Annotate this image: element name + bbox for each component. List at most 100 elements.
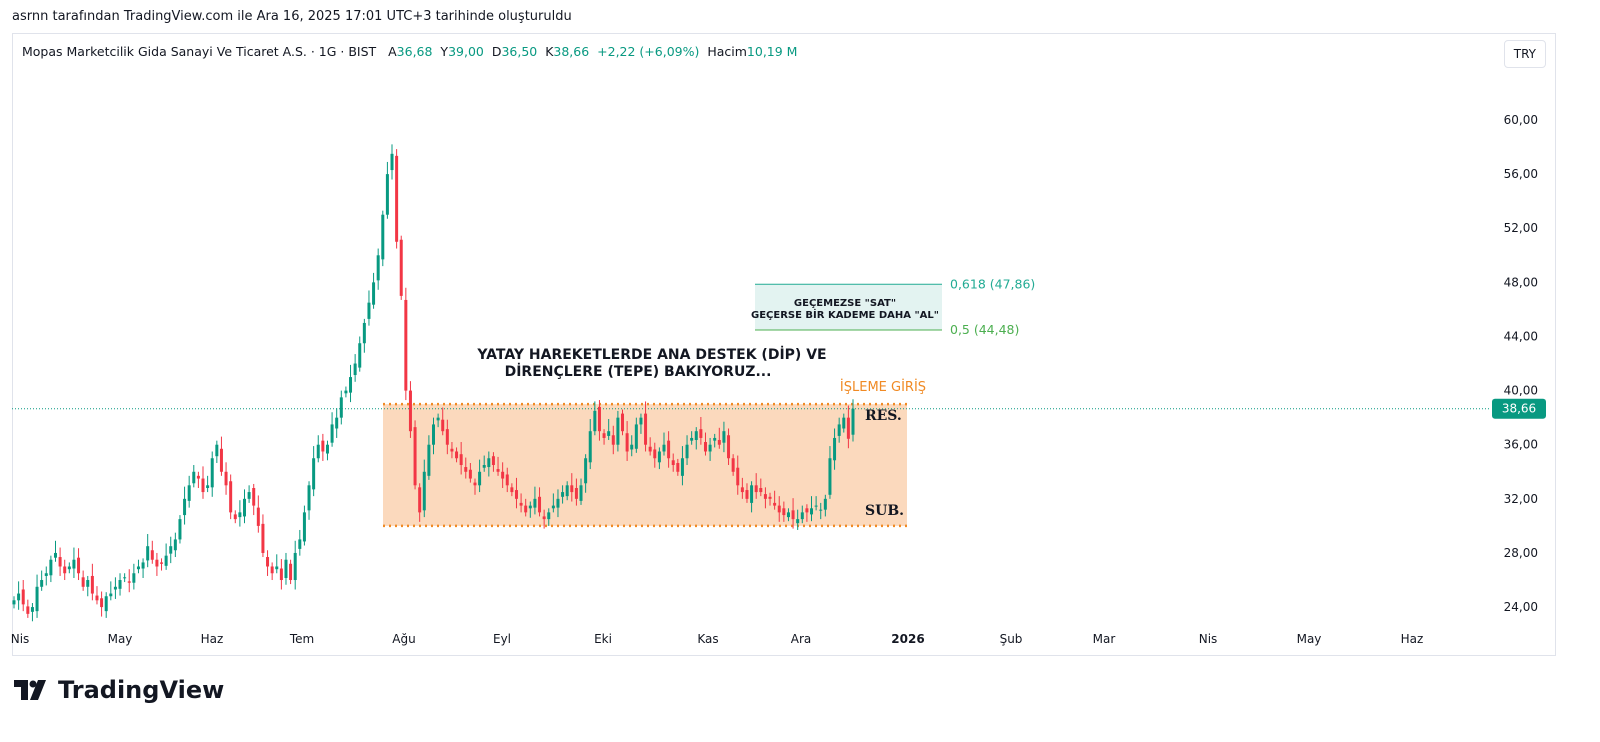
candle-body [510, 487, 514, 493]
candle-body [708, 444, 712, 452]
candle-body [823, 498, 827, 510]
candle-body [455, 451, 459, 459]
open-label: A [388, 44, 397, 59]
volume-value: 10,19 M [746, 44, 798, 59]
candle-body [344, 390, 348, 394]
chart-frame[interactable] [12, 33, 1556, 656]
candle-body [413, 427, 417, 486]
candle-body [256, 507, 260, 526]
candle-body [846, 417, 850, 439]
candle-body [722, 431, 726, 443]
y-tick-label: 56,00 [1504, 167, 1538, 181]
candle-body [616, 417, 620, 445]
candle-body [164, 555, 168, 566]
candle-body [312, 458, 316, 490]
candle-body [574, 488, 578, 499]
low-label: D [491, 44, 502, 59]
candle-body [588, 431, 592, 463]
candle-body [215, 444, 219, 457]
candle-body [86, 580, 90, 587]
candle-body [533, 498, 537, 508]
candle-body [183, 498, 187, 516]
support-label: SUB. [865, 503, 904, 519]
candle-body [528, 505, 532, 509]
candle-body [514, 490, 518, 499]
candle-body [40, 580, 44, 587]
candle-body [358, 343, 362, 368]
candle-body [459, 454, 463, 466]
candle-body [367, 302, 371, 319]
symbol-legend: Mopas Marketcilik Gida Sanayi Ve Ticaret… [22, 44, 797, 59]
candle-body [81, 577, 85, 587]
candle-body [381, 214, 385, 260]
x-tick-label: Eyl [493, 632, 511, 646]
candle-body [127, 581, 131, 583]
tradingview-logo[interactable]: TradingView [14, 676, 224, 704]
symbol-name[interactable]: Mopas Marketcilik Gida Sanayi Ve Ticaret… [22, 44, 377, 59]
candle-body [178, 519, 182, 540]
candle-body [77, 557, 81, 574]
candle-body [731, 458, 735, 472]
candle-body [634, 424, 638, 449]
candle-body [800, 512, 804, 520]
x-tick-label: Kas [697, 632, 718, 646]
y-tick-label: 48,00 [1504, 275, 1538, 289]
candle-body [67, 566, 71, 570]
currency-button[interactable]: TRY [1503, 40, 1546, 68]
candle-body [814, 505, 818, 507]
candle-body [810, 508, 814, 515]
close-value: 38,66 [553, 44, 590, 59]
candle-body [321, 440, 325, 452]
candle-body [187, 485, 191, 501]
candle-body [644, 413, 648, 445]
candle-body [491, 456, 495, 466]
candle-body [26, 606, 30, 614]
candle-body [685, 444, 689, 459]
candle-body [501, 471, 505, 479]
high-label: Y [440, 44, 449, 59]
candle-body [611, 435, 615, 445]
candle-body [625, 433, 629, 452]
candle-body [621, 413, 625, 432]
candle-body [63, 566, 67, 574]
candle-body [487, 458, 491, 468]
candle-body [123, 577, 127, 579]
candle-body [362, 322, 366, 344]
candle-body [777, 505, 781, 513]
candle-body [782, 508, 786, 516]
y-tick-label: 24,00 [1504, 600, 1538, 614]
fib-618-label: 0,618 (47,86) [950, 276, 1035, 291]
y-tick-label: 40,00 [1504, 384, 1538, 398]
candle-body [565, 485, 569, 497]
candle-body [690, 437, 694, 441]
candle-body [842, 417, 846, 429]
y-tick-label: 52,00 [1504, 221, 1538, 235]
candle-body [819, 509, 823, 511]
candle-body [390, 153, 394, 171]
candle-body [109, 593, 113, 597]
candle-body [141, 562, 145, 569]
change-value: +2,22 (+6,09%) [597, 44, 700, 59]
candle-body [796, 519, 800, 524]
candle-body [289, 563, 293, 581]
candle-body [44, 573, 48, 576]
x-tick-label: Ağu [392, 632, 415, 646]
x-tick-label: Eki [594, 632, 612, 646]
candle-body [155, 559, 159, 567]
candle-body [763, 494, 767, 499]
low-value: 36,50 [501, 44, 538, 59]
annotation-line1: YATAY HAREKETLERDE ANA DESTEK (DİP) VE [476, 346, 826, 363]
candle-body [630, 444, 634, 450]
candle-body [418, 487, 422, 513]
candle-body [786, 512, 790, 518]
candle-body [436, 417, 440, 421]
candle-body [717, 439, 721, 445]
candle-body [441, 419, 445, 432]
x-tick-label: Nis [11, 632, 30, 646]
candle-body [270, 566, 274, 574]
candle-body [325, 444, 329, 454]
candle-body [473, 482, 477, 486]
open-value: 36,68 [396, 44, 433, 59]
entry-label: İŞLEME GİRİŞ [840, 379, 926, 395]
